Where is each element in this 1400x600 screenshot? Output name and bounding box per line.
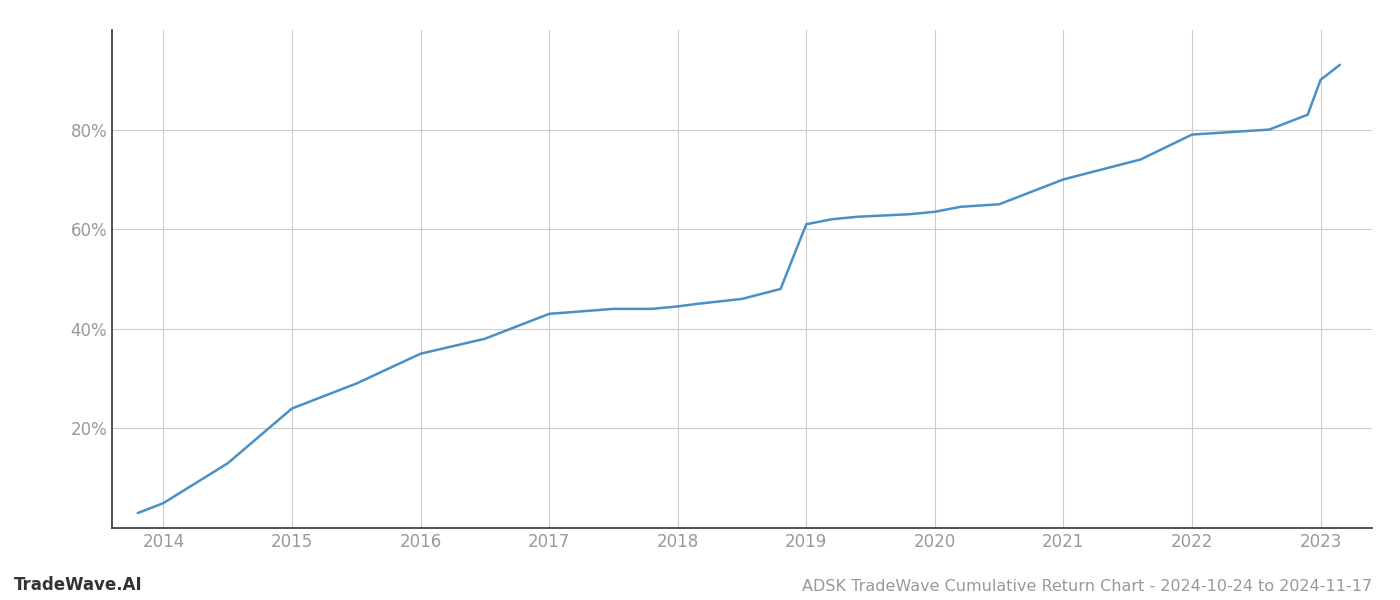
Text: TradeWave.AI: TradeWave.AI bbox=[14, 576, 143, 594]
Text: ADSK TradeWave Cumulative Return Chart - 2024-10-24 to 2024-11-17: ADSK TradeWave Cumulative Return Chart -… bbox=[802, 579, 1372, 594]
